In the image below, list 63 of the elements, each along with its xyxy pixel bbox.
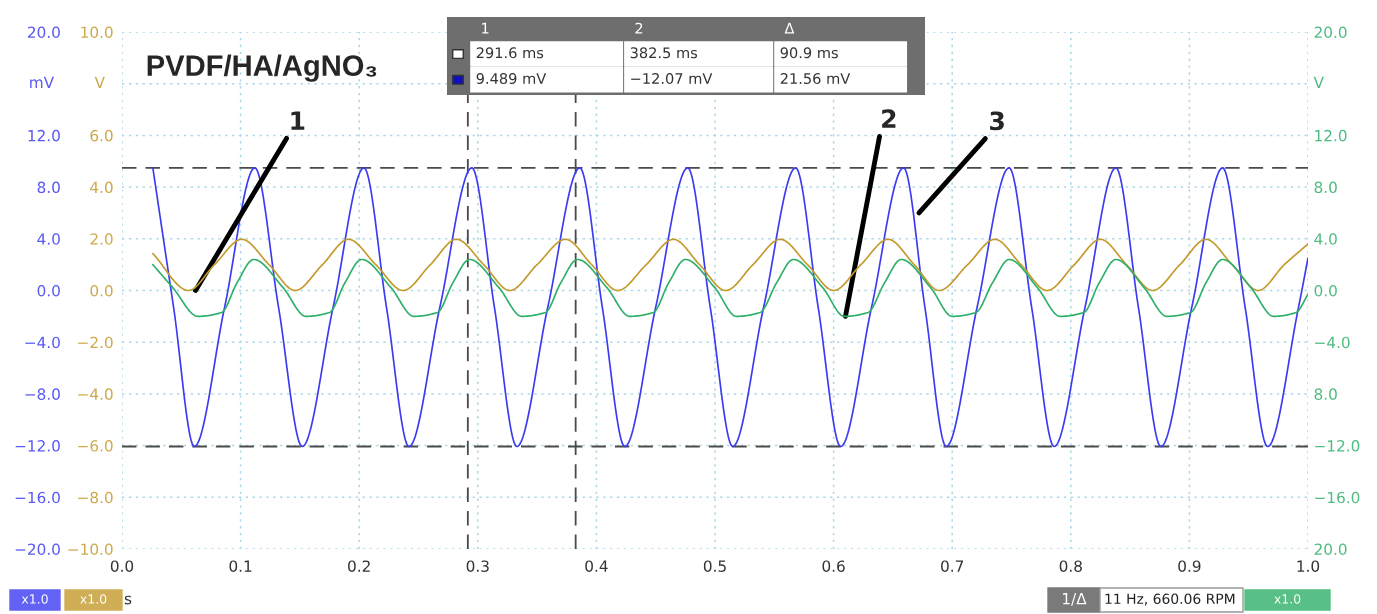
y3-tick-label: 20.0 (1314, 543, 1347, 556)
annotation: 2 (635, 22, 643, 34)
y-tick-label: −8.0 (25, 388, 60, 400)
x-axis-title: s (124, 595, 132, 605)
text: x1.0 (21, 594, 48, 604)
text: 1/Δ (1063, 593, 1087, 606)
y-tick-label: 20.0 (27, 26, 60, 39)
y-axis-title: mV (30, 76, 54, 88)
y-tick-label: 0.0 (37, 284, 60, 297)
y-tick-label: 8.0 (37, 181, 60, 194)
x-tick-label: 0.2 (348, 560, 370, 572)
y3-tick-label: 20.0 (1314, 26, 1347, 39)
y3-tick-label: −12.0 (1315, 440, 1360, 452)
y2-tick-label: −6.0 (78, 440, 113, 452)
y-tick-label: 12.0 (28, 129, 60, 142)
y3-tick-label: 8.0 (1314, 388, 1337, 400)
x-tick-label: 0.0 (110, 560, 134, 572)
y2-tick-label: −2.0 (78, 336, 113, 349)
x-tick-label: 0.9 (1178, 560, 1201, 572)
y3-tick-label: 4.0 (1314, 233, 1337, 245)
y2-tick-label: 10.0 (81, 26, 113, 39)
annotation: Δ (784, 22, 795, 34)
y2-tick-label: 2.0 (90, 233, 113, 245)
y3-tick-label: −16.0 (1315, 491, 1360, 504)
y2-tick-label: 0.0 (90, 284, 113, 297)
annotation: −12.07 mV (631, 72, 713, 85)
y3-tick-label: 0.0 (1314, 284, 1337, 297)
annotation: 1 (291, 111, 305, 130)
y2-tick-label: −10.0 (68, 543, 113, 556)
y2-tick-label: −8.0 (78, 491, 113, 504)
y-tick-label: 4.0 (37, 233, 60, 245)
y2-tick-label: 4.0 (90, 181, 113, 194)
y3-tick-label: 8.0 (1314, 181, 1337, 194)
y-tick-label: −16.0 (15, 491, 60, 504)
y3-tick-label: 12.0 (1315, 129, 1347, 142)
x-tick-label: 0.5 (703, 560, 726, 572)
x-tick-label: 1.0 (1297, 560, 1320, 572)
text: 11 Hz, 660.06 RPM (1105, 593, 1235, 606)
x-tick-label: 0.3 (466, 560, 489, 572)
annotation: 3 (990, 111, 1004, 131)
annotation: 2 (882, 109, 896, 128)
x-tick-label: 0.4 (585, 560, 608, 572)
annotation: 21.56 mV (780, 72, 851, 85)
y-tick-label: −20.0 (15, 543, 60, 556)
annotation: 90.9 ms (780, 47, 838, 59)
y3-tick-label: −4.0 (1315, 336, 1350, 349)
annotation: 382.5 ms (630, 47, 698, 59)
annotation: 1 (482, 22, 489, 34)
text: x1.0 (1274, 594, 1301, 604)
y2-tick-label: −4.0 (78, 388, 113, 400)
y-tick-label: −4.0 (25, 336, 60, 349)
x-tick-label: 0.1 (229, 560, 252, 572)
annotation: 291.6 ms (476, 47, 544, 59)
y3-axis-title: V (1313, 76, 1324, 88)
annotation: 9.489 mV (476, 72, 547, 85)
y-tick-label: −12.0 (15, 440, 60, 452)
text: x1.0 (80, 594, 107, 604)
text: PVDF/HA/AgNO₃ (147, 54, 377, 82)
x-tick-label: 0.8 (1059, 560, 1082, 572)
x-tick-label: 0.7 (941, 560, 964, 572)
y2-tick-label: 6.0 (90, 129, 113, 142)
y2-axis-title: V (94, 76, 105, 88)
x-tick-label: 0.6 (822, 560, 845, 572)
